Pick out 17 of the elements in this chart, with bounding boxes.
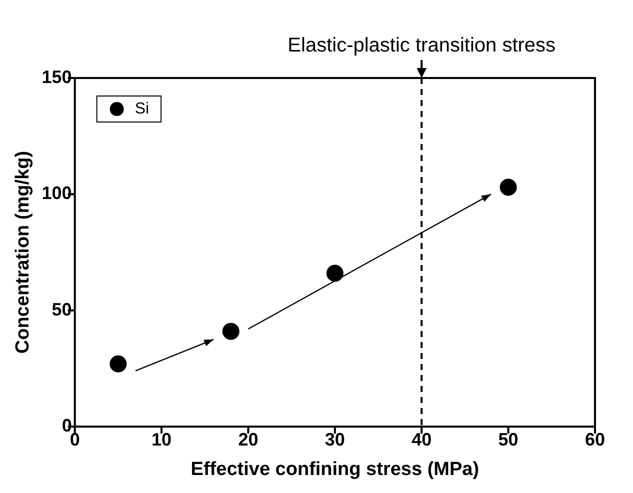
x-tick-label: 20	[238, 429, 258, 450]
legend-label: Si	[134, 100, 150, 118]
y-axis-title: Concentration (mg/kg)	[12, 150, 34, 354]
x-tick-label: 40	[412, 429, 432, 450]
point	[326, 264, 344, 282]
point	[222, 322, 240, 340]
point	[500, 178, 517, 196]
x-tick-label: 30	[324, 429, 345, 450]
x-tick-label: 10	[152, 429, 172, 450]
ref-line-label: Elastic-plastic transition stress	[288, 34, 556, 57]
y-tick-label: 150	[42, 66, 72, 87]
x-tick-label: 50	[498, 429, 518, 450]
y-tick-label: 50	[52, 299, 72, 320]
y-tick-label: 100	[42, 183, 72, 204]
point	[110, 355, 127, 372]
x-tick-label: 60	[584, 429, 606, 450]
x-axis-title: Effective confining stress (MPa)	[190, 458, 480, 480]
